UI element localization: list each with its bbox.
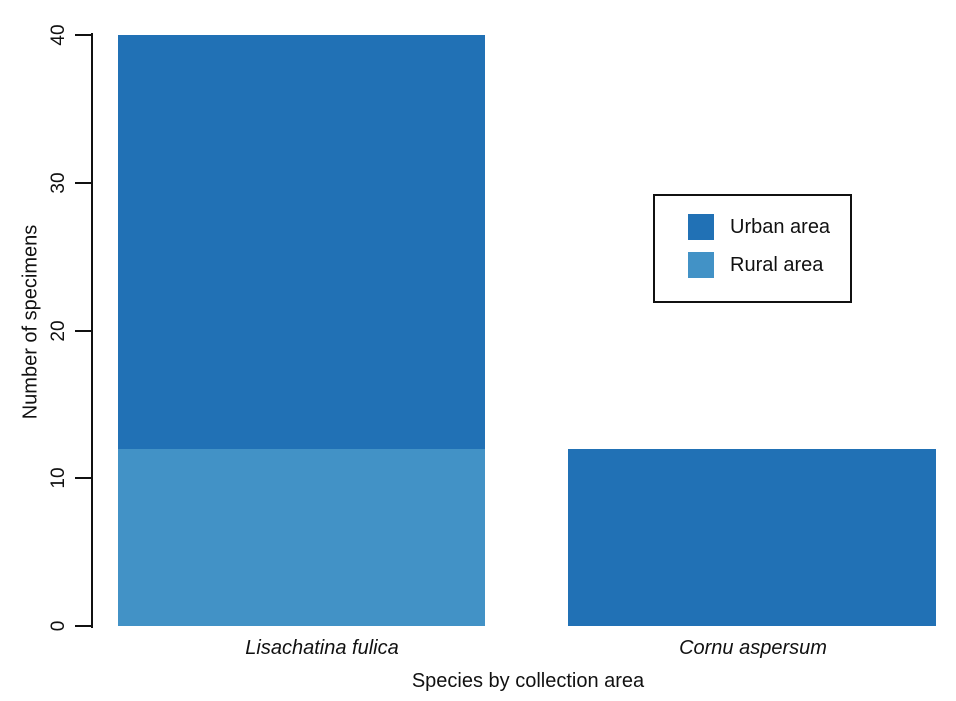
legend-item: Rural area: [688, 252, 823, 278]
legend: Urban area Rural area: [653, 194, 852, 303]
category-label: Cornu aspersum: [679, 637, 827, 659]
bar-segment: [118, 35, 485, 449]
y-axis-tick: [75, 329, 92, 332]
y-axis-tick: [75, 477, 92, 480]
x-axis-title: Species by collection area: [411, 670, 645, 692]
y-axis-tick: [75, 34, 92, 36]
y-axis-tick-label: 10: [48, 467, 69, 489]
legend-label: Urban area: [730, 215, 831, 238]
y-axis-tick-label: 30: [48, 172, 69, 194]
y-axis-tick: [75, 181, 92, 184]
legend-label: Rural area: [730, 253, 824, 276]
category-label: Lisachatina fulica: [245, 637, 399, 659]
legend-swatch: [688, 214, 714, 240]
y-axis-title: Number of specimens: [19, 224, 42, 420]
y-axis-tick-label: 40: [48, 24, 69, 46]
legend-item: Urban area: [688, 214, 830, 240]
y-axis-tick-label: 20: [48, 319, 69, 342]
legend-swatch: [688, 252, 714, 278]
bar-segment: [118, 448, 485, 626]
y-axis-line: [91, 33, 93, 628]
y-axis-tick-label: 0: [48, 620, 69, 632]
y-axis-tick: [75, 625, 92, 627]
bar-segment: [568, 448, 936, 626]
